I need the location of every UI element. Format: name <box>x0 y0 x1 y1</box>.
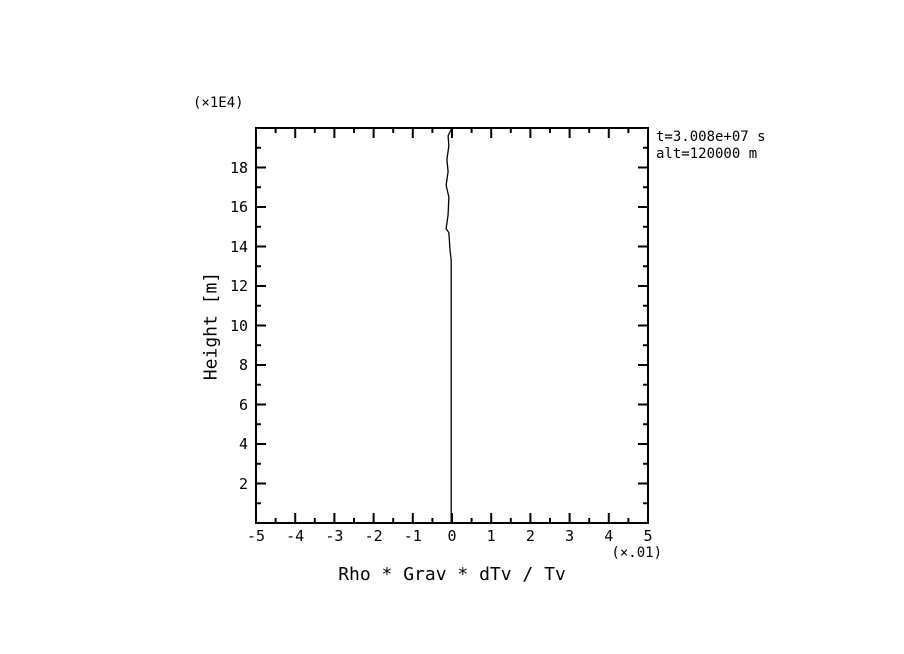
x-tick-label: -2 <box>364 527 383 545</box>
x-tick-label: -1 <box>403 527 422 545</box>
x-tick-label: -4 <box>286 527 305 545</box>
x-tick-label: 4 <box>604 527 614 545</box>
x-tick-label: 0 <box>447 527 457 545</box>
y-tick-label: 16 <box>229 198 248 216</box>
profile-curve <box>445 127 453 523</box>
annotation-time: t=3.008e+07 s <box>656 129 766 145</box>
x-tick-label: 1 <box>486 527 496 545</box>
y-tick-label: 8 <box>238 356 248 374</box>
y-axis-scale-label: (×1E4) <box>193 95 244 111</box>
y-tick-label: 18 <box>229 158 248 177</box>
y-tick-label: 4 <box>238 435 248 453</box>
x-tick-label: -3 <box>325 527 344 545</box>
annotation-block: t=3.008e+07 s alt=120000 m <box>656 129 766 163</box>
x-tick-label: 2 <box>525 527 535 545</box>
y-tick-label: 12 <box>229 277 248 295</box>
y-tick-label: 10 <box>229 316 248 335</box>
x-tick-label: 3 <box>565 527 575 545</box>
y-tick-label: 6 <box>238 395 248 414</box>
axes-frame <box>255 127 649 524</box>
x-axis-scale-label: (×.01) <box>611 545 662 561</box>
y-tick-label: 2 <box>238 474 248 493</box>
x-axis-title: Rho * Grav * dTv / Tv <box>338 564 566 585</box>
x-tick-label: 5 <box>643 527 653 545</box>
y-tick-label: 14 <box>229 237 248 256</box>
x-tick-label: -5 <box>246 527 266 545</box>
annotation-altitude: alt=120000 m <box>656 146 758 162</box>
